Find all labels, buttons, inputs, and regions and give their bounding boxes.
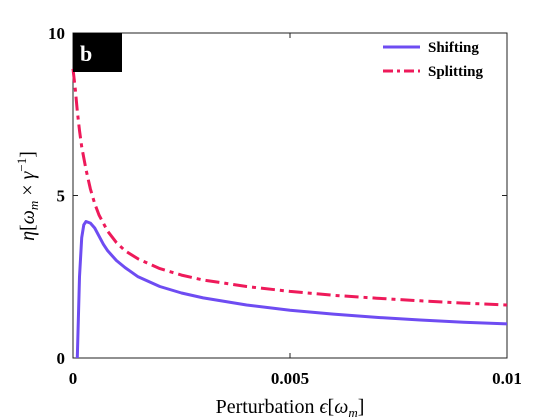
legend: Shifting Splitting xyxy=(383,40,484,80)
panel-label-box: b xyxy=(73,33,122,72)
panel-label: b xyxy=(80,41,92,66)
series-layer xyxy=(71,68,508,359)
plot-frame xyxy=(72,32,508,359)
legend-label-splitting: Splitting xyxy=(428,64,484,80)
y-tick-label: 5 xyxy=(57,187,66,206)
x-tick-label: 0.01 xyxy=(492,369,522,388)
x-axis-label: Perturbation ϵ[ωm] xyxy=(216,396,365,420)
legend-label-shifting: Shifting xyxy=(428,40,479,56)
series-line-shifting xyxy=(75,220,508,359)
x-tick-label: 0 xyxy=(69,369,78,388)
series-line-splitting xyxy=(71,68,508,307)
y-tick-label: 10 xyxy=(48,24,65,43)
y-tick-label: 0 xyxy=(57,349,66,368)
y-axis-label: η[ωm × γ−1] xyxy=(14,151,41,241)
axis-ticks: 0 0.005 0.01 0 5 10 xyxy=(48,24,522,388)
x-tick-label: 0.005 xyxy=(271,369,309,388)
